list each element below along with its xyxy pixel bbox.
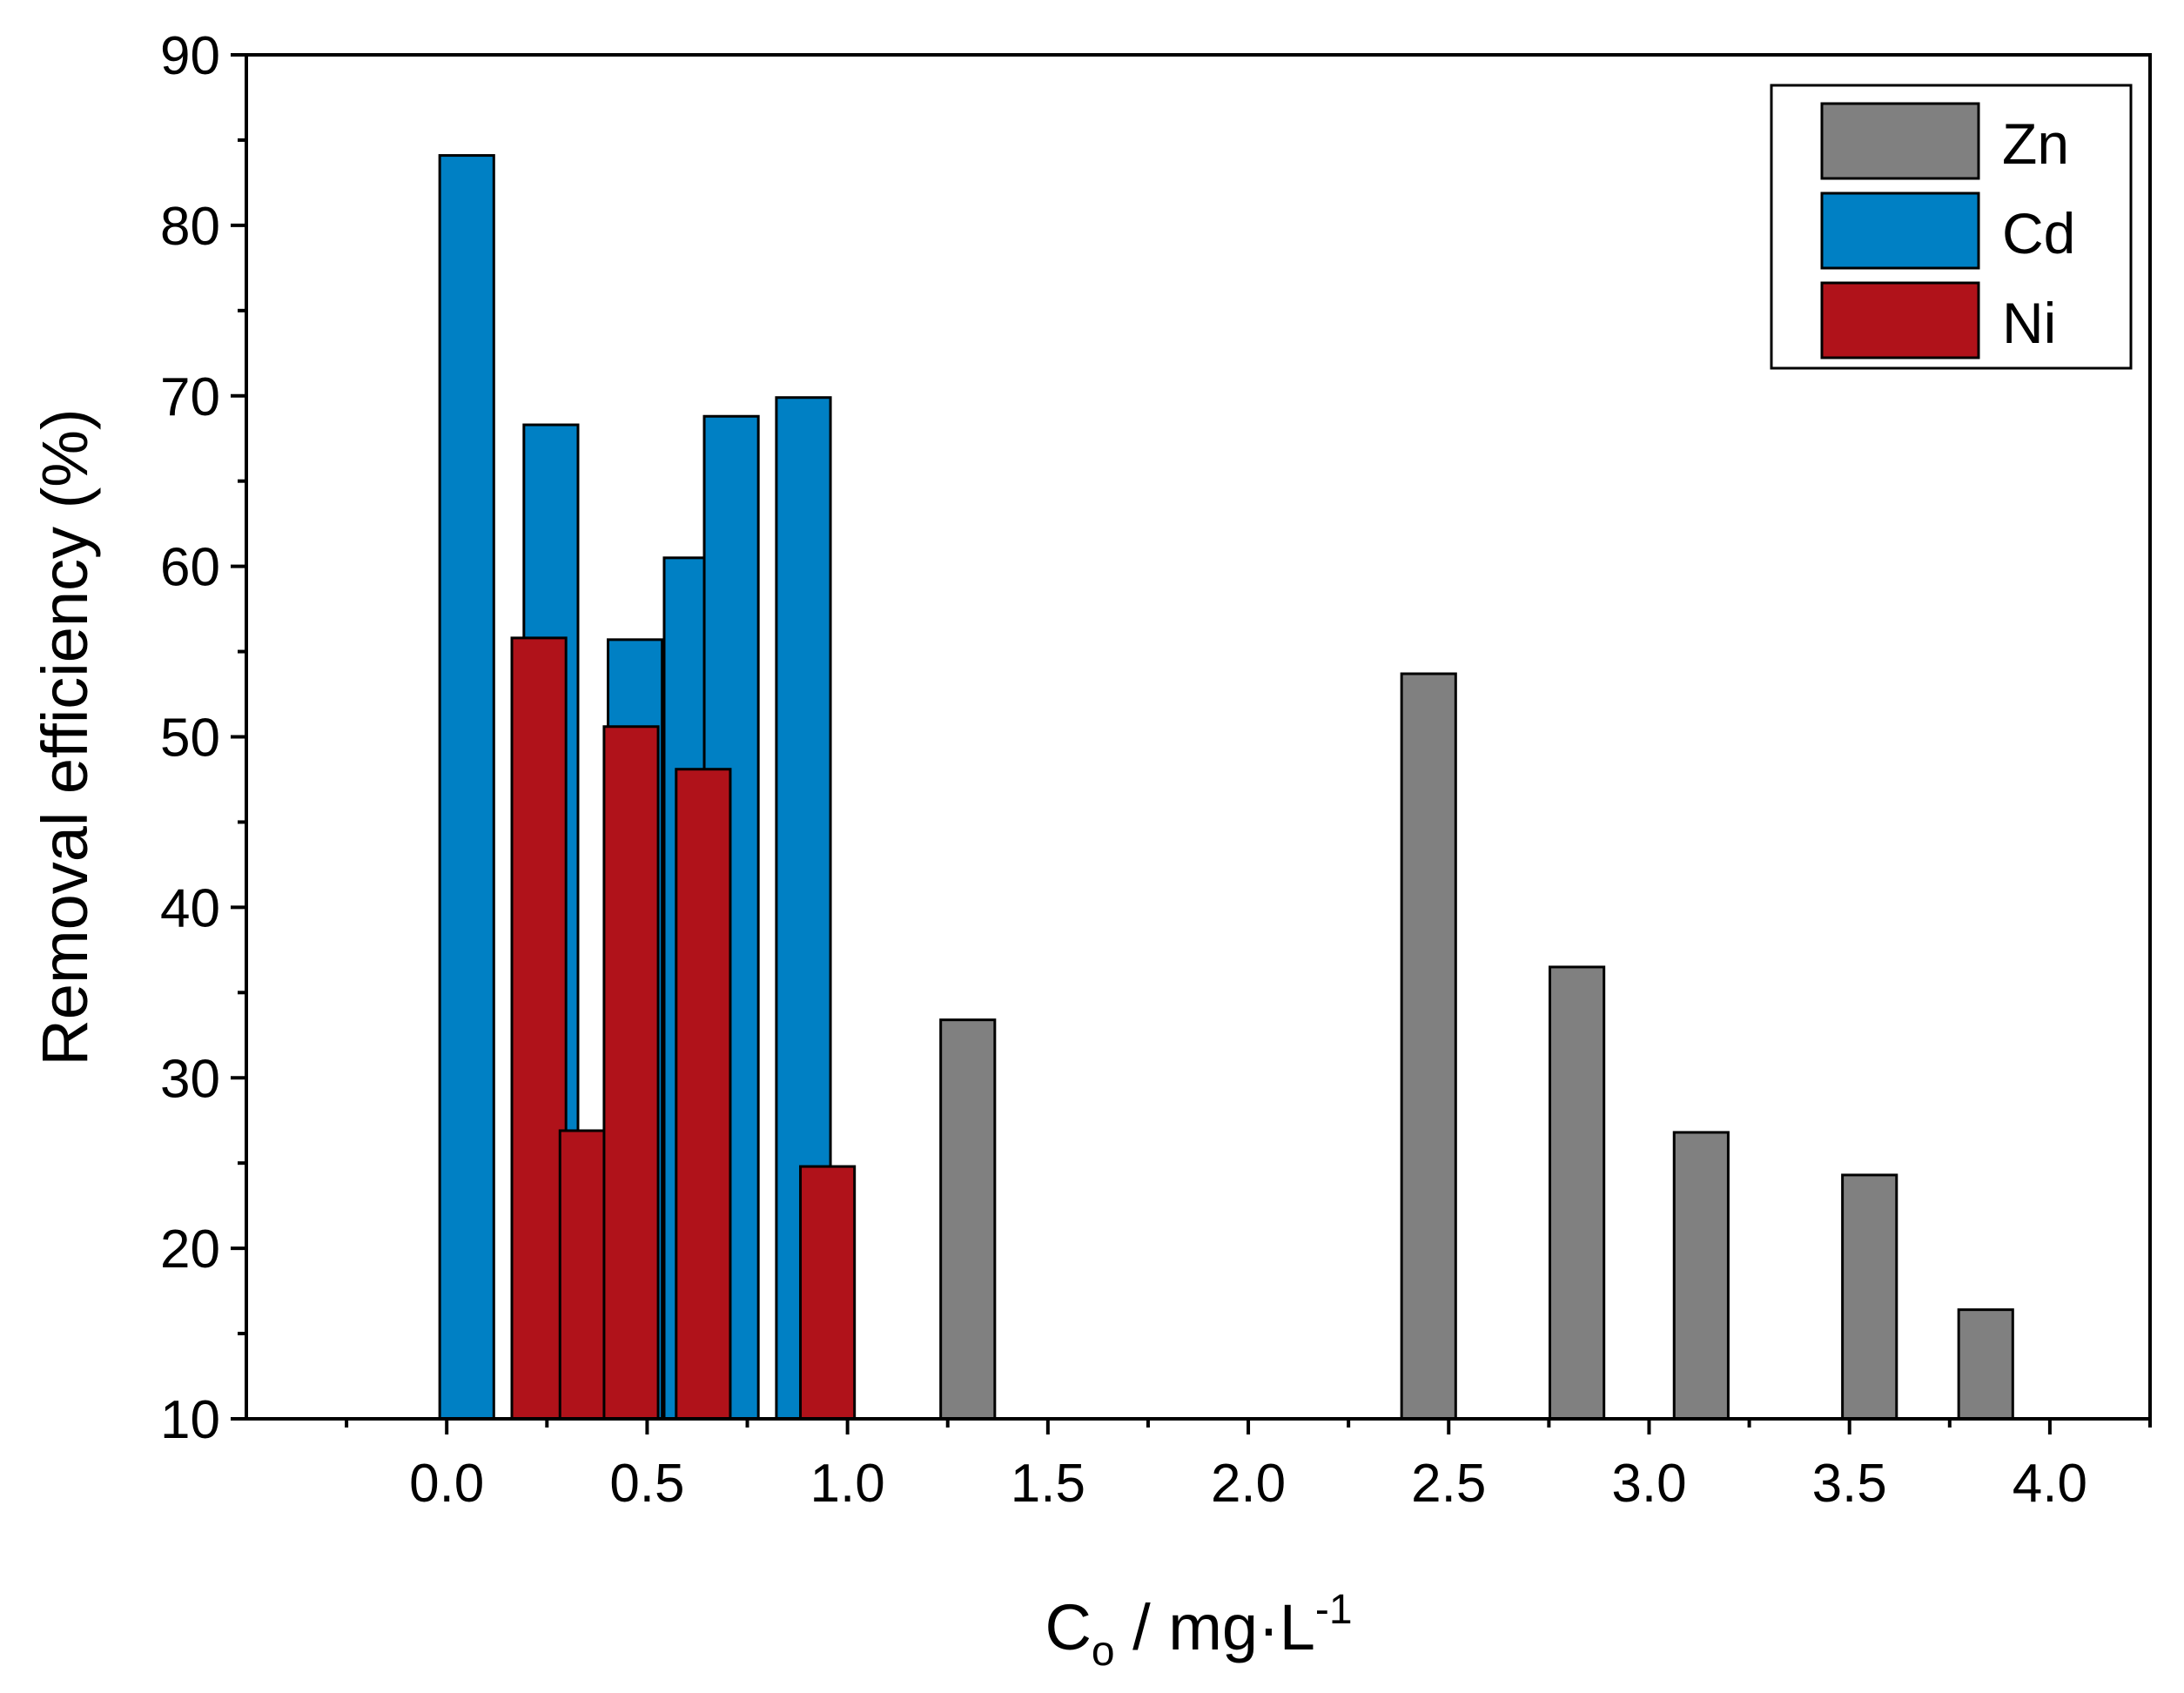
x-tick-label-2.0: 2.0 [1211, 1454, 1286, 1514]
bar-zn-4 [1841, 1173, 1898, 1421]
bar-zn-1 [1400, 672, 1457, 1421]
bar-ni-2 [602, 725, 660, 1421]
bar-ni-0 [510, 636, 568, 1421]
y-tick-label-50: 50 [160, 709, 220, 769]
y-axis-title: Removal efficiency (%) [29, 408, 101, 1065]
legend-label-zn: Zn [2002, 111, 2069, 176]
y-tick-label-70: 70 [160, 367, 220, 427]
y-tick-label-20: 20 [160, 1219, 220, 1280]
x-tick-label-4.0: 4.0 [2013, 1454, 2087, 1514]
x-tick-label-0.0: 0.0 [409, 1454, 484, 1514]
y-tick-label-10: 10 [160, 1390, 220, 1450]
x-tick-label-3.0: 3.0 [1611, 1454, 1686, 1514]
bar-ni-4 [799, 1165, 857, 1421]
y-tick-label-90: 90 [160, 26, 220, 86]
bar-cd-0 [438, 154, 495, 1421]
y-tick-label-30: 30 [160, 1049, 220, 1109]
x-tick-label-0.5: 0.5 [609, 1454, 684, 1514]
x-axis-title-subscript: o [1092, 1629, 1115, 1675]
legend-swatch-zn [1820, 102, 1980, 180]
x-tick-label-1.0: 1.0 [810, 1454, 885, 1514]
bar-zn-0 [939, 1018, 997, 1421]
legend-label-cd: Cd [2002, 201, 2075, 265]
x-tick-label-1.5: 1.5 [1011, 1454, 1085, 1514]
bar-zn-3 [1672, 1131, 1730, 1421]
y-tick-label-60: 60 [160, 538, 220, 598]
x-axis-title-rest: / mg·L [1115, 1591, 1315, 1663]
legend: Zn Cd Ni [1770, 84, 2133, 370]
x-tick-label-3.5: 3.5 [1812, 1454, 1887, 1514]
bar-ni-3 [675, 768, 732, 1421]
bars-layer [438, 154, 2014, 1421]
legend-label-ni: Ni [2002, 291, 2056, 355]
x-tick-label-2.5: 2.5 [1411, 1454, 1486, 1514]
legend-swatch-cd [1820, 191, 1980, 270]
bar-zn-5 [1957, 1308, 2014, 1421]
bar-zn-2 [1549, 965, 1606, 1421]
x-axis-title-main: C [1045, 1591, 1091, 1663]
axes-layer: 10 20 30 40 50 60 70 80 90 0.0 0.5 1.0 1.5 2.0 2.5 3.0 3… [160, 26, 2152, 1514]
x-axis-title-superscript: -1 [1315, 1587, 1353, 1633]
y-tick-label-80: 80 [160, 197, 220, 257]
legend-swatch-ni [1820, 281, 1980, 359]
x-axis-title: Co / mg·L-1 [1045, 1587, 1352, 1675]
y-tick-label-40: 40 [160, 878, 220, 938]
